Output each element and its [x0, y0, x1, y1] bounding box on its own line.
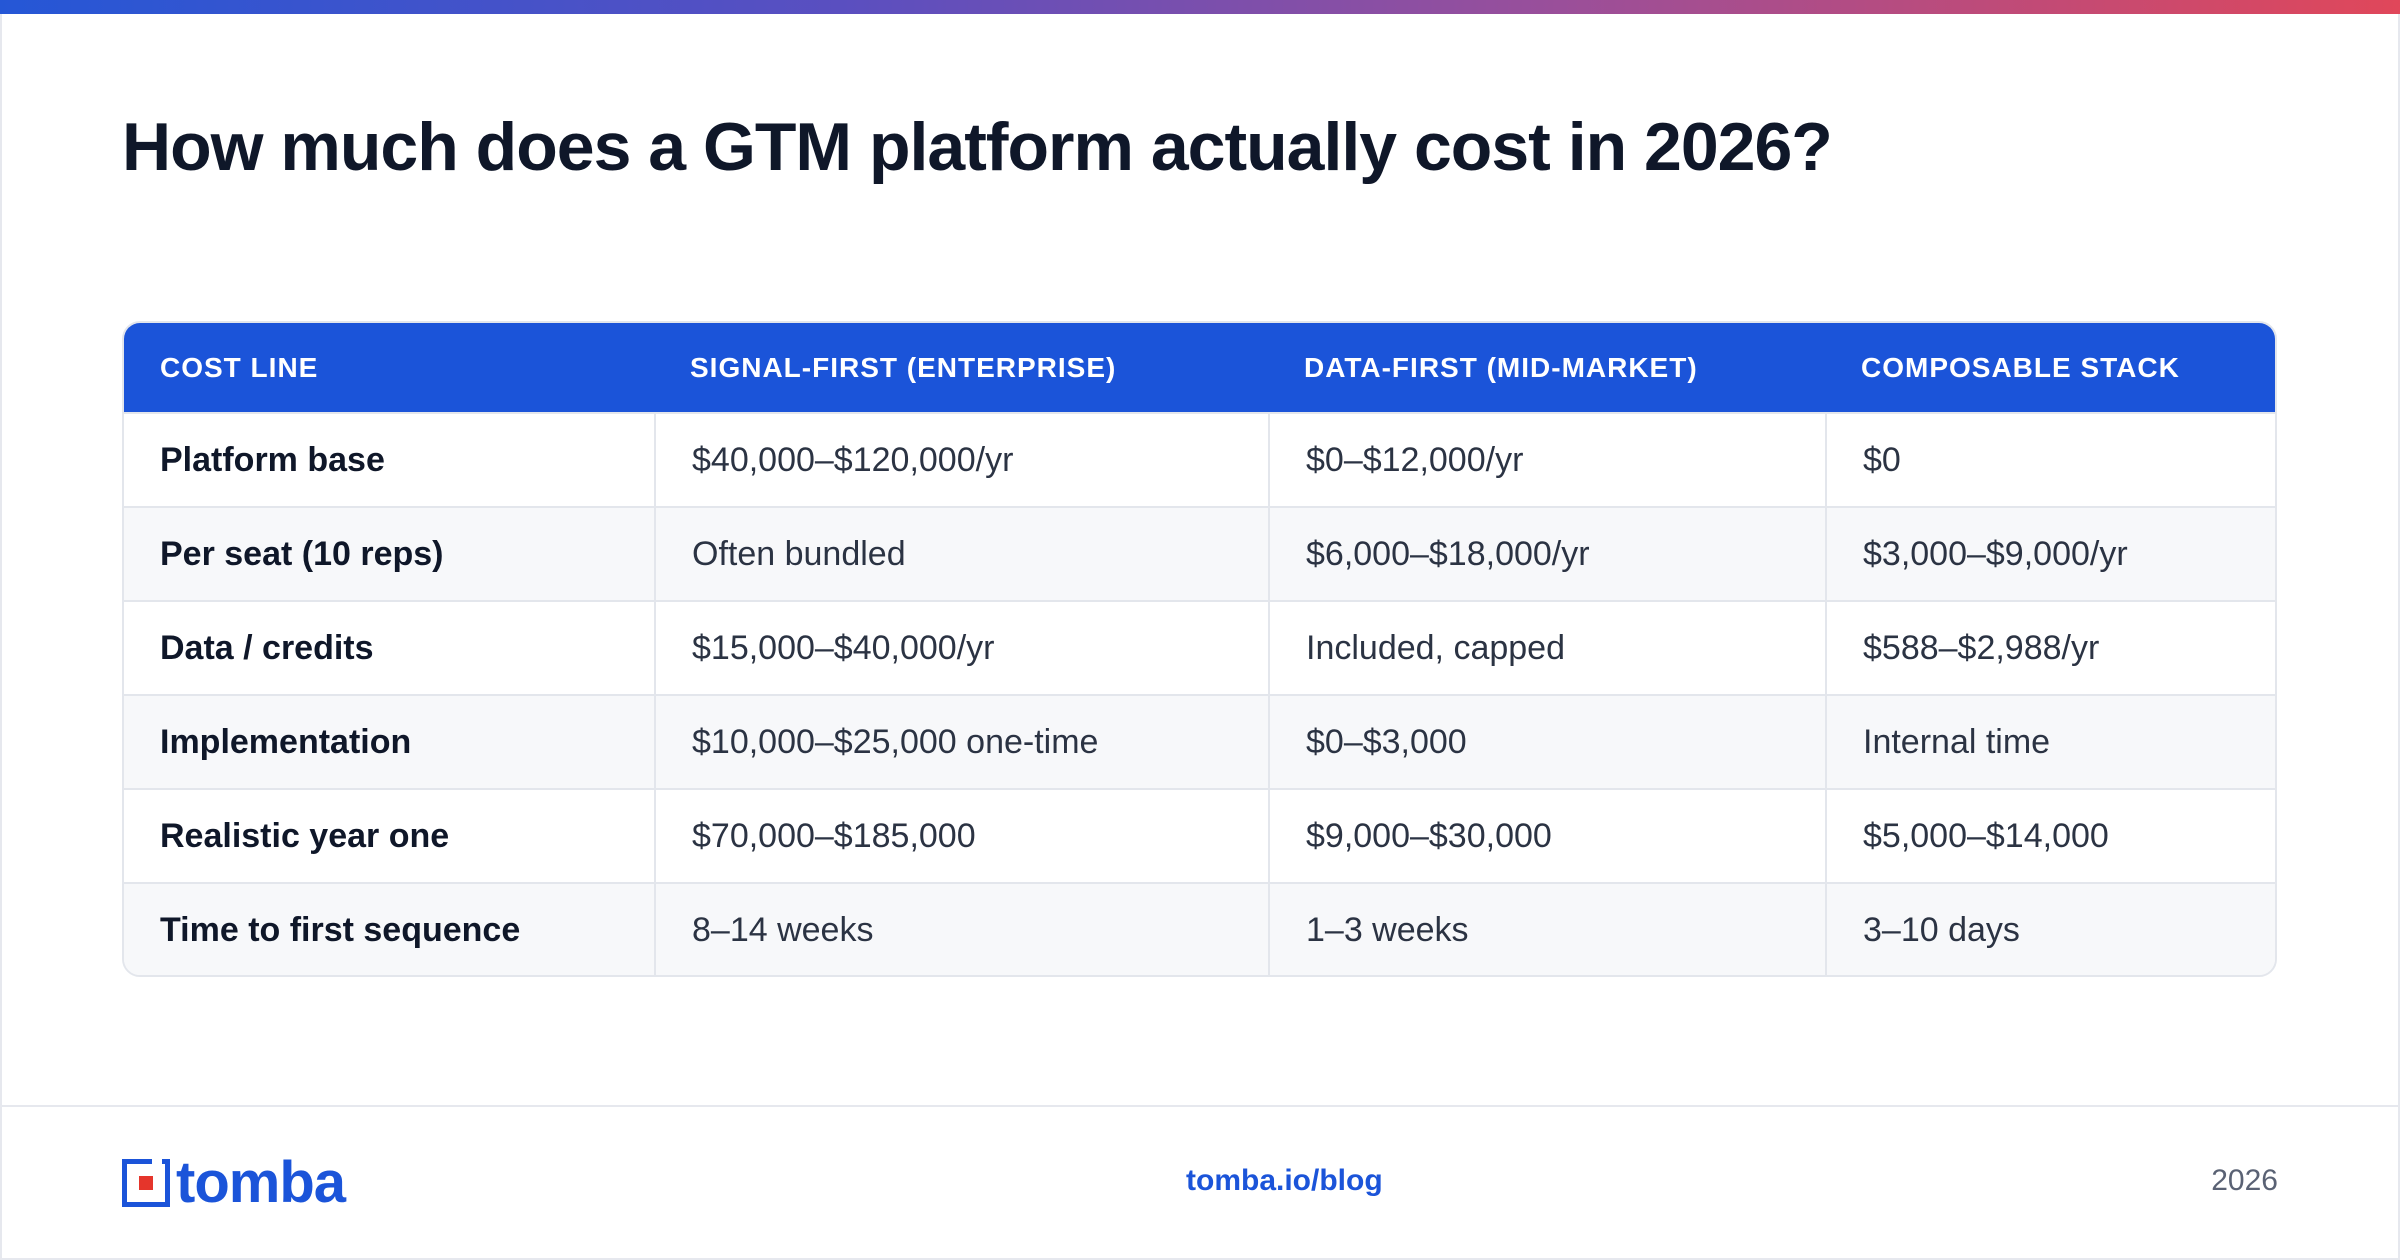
cell-data-first: 1–3 weeks — [1268, 884, 1825, 975]
cell-data-first: $9,000–$30,000 — [1268, 790, 1825, 882]
footer-year: 2026 — [2211, 1164, 2278, 1197]
cell-data-first: $0–$12,000/yr — [1268, 414, 1825, 506]
row-label: Implementation — [160, 722, 412, 761]
logo-wordmark: tomba — [176, 1150, 346, 1215]
cell-signal-first: $70,000–$185,000 — [654, 790, 1268, 882]
table-row: Time to first sequence 8–14 weeks 1–3 we… — [124, 882, 2275, 975]
row-label: Data / credits — [160, 628, 374, 667]
cell-composable: Internal time — [1825, 696, 2275, 788]
cell-composable: $5,000–$14,000 — [1825, 790, 2275, 882]
cell-signal-first: Often bundled — [654, 508, 1268, 600]
cell-signal-first: $40,000–$120,000/yr — [654, 414, 1268, 506]
tomba-logo-mark-icon — [122, 1159, 170, 1207]
row-label: Platform base — [160, 440, 385, 479]
cell-signal-first: $15,000–$40,000/yr — [654, 602, 1268, 694]
cell-composable: $588–$2,988/yr — [1825, 602, 2275, 694]
row-label: Per seat (10 reps) — [160, 534, 444, 573]
header-composable-stack: COMPOSABLE STACK — [1861, 351, 2180, 383]
table-row: Realistic year one $70,000–$185,000 $9,0… — [124, 788, 2275, 882]
row-label: Realistic year one — [160, 816, 450, 855]
top-gradient-bar — [0, 0, 2400, 14]
cost-comparison-table: COST LINE SIGNAL-FIRST (ENTERPRISE) DATA… — [122, 321, 2277, 977]
page-title: How much does a GTM platform actually co… — [122, 109, 1833, 185]
cell-composable: $3,000–$9,000/yr — [1825, 508, 2275, 600]
blog-link[interactable]: tomba.io/blog — [1186, 1164, 1383, 1197]
cell-data-first: Included, capped — [1268, 602, 1825, 694]
row-label: Time to first sequence — [160, 910, 521, 949]
header-data-first: DATA-FIRST (MID-MARKET) — [1304, 351, 1698, 383]
table-row: Implementation $10,000–$25,000 one-time … — [124, 694, 2275, 788]
cell-signal-first: $10,000–$25,000 one-time — [654, 696, 1268, 788]
cell-composable: 3–10 days — [1825, 884, 2275, 975]
table-row: Data / credits $15,000–$40,000/yr Includ… — [124, 600, 2275, 694]
cell-signal-first: 8–14 weeks — [654, 884, 1268, 975]
cell-data-first: $6,000–$18,000/yr — [1268, 508, 1825, 600]
cell-composable: $0 — [1825, 414, 2275, 506]
header-cost-line: COST LINE — [160, 351, 319, 383]
table-header-row: COST LINE SIGNAL-FIRST (ENTERPRISE) DATA… — [124, 323, 2275, 412]
header-signal-first: SIGNAL-FIRST (ENTERPRISE) — [690, 351, 1117, 383]
table-row: Per seat (10 reps) Often bundled $6,000–… — [124, 506, 2275, 600]
footer-divider — [0, 1105, 2400, 1107]
cell-data-first: $0–$3,000 — [1268, 696, 1825, 788]
tomba-logo[interactable]: tomba — [122, 1150, 346, 1215]
table-row: Platform base $40,000–$120,000/yr $0–$12… — [124, 412, 2275, 506]
